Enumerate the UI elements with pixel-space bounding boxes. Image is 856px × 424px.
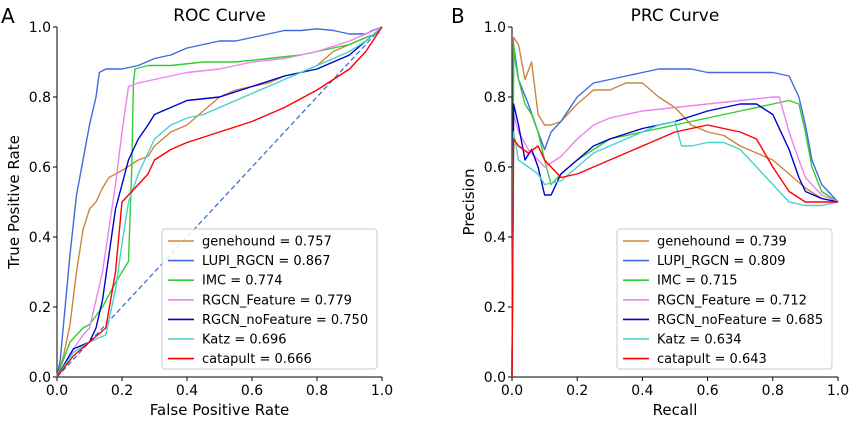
panel-label-b: B (451, 4, 465, 28)
x-tick-label: 0.4 (176, 383, 198, 399)
x-tick-label: 0.4 (631, 383, 653, 399)
x-tick-label: 0.2 (566, 383, 588, 399)
series-line-1 (511, 36, 839, 378)
x-tick-label: 0.8 (762, 383, 784, 399)
y-tick-label: 0.0 (484, 370, 506, 386)
legend-entry: LUPI_RGCN = 0.867 (202, 254, 331, 269)
legend-box (161, 228, 378, 370)
y-tick-label: 0.2 (484, 300, 506, 316)
legend-entry: genehound = 0.739 (657, 235, 787, 250)
legend-entry: IMC = 0.715 (657, 274, 738, 289)
series-line-4 (56, 26, 383, 378)
roc-chart: ROC Curve 0.0 0.2 0.4 0.6 0.8 1.0 0.0 0.2 0.4 0.6 0… (5, 6, 393, 419)
x-tick-label: 0.0 (501, 383, 523, 399)
x-axis-label: False Positive Rate (150, 401, 289, 419)
y-tick-label: 0.4 (29, 230, 51, 246)
chart-title: ROC Curve (173, 6, 266, 26)
series-line-7 (511, 124, 838, 378)
y-tick-label: 0.6 (484, 160, 506, 176)
y-tick-label: 0.8 (29, 90, 51, 106)
y-tick-label: 1.0 (29, 20, 51, 36)
series-line-6 (511, 120, 839, 378)
series-line-1 (56, 26, 383, 378)
legend-entry: RGCN_Feature = 0.712 (657, 293, 807, 308)
legend-entry: genehound = 0.757 (202, 235, 332, 250)
prc-chart: PRC Curve 0.0 0.2 0.4 0.6 0.8 1.0 0.0 0.2 0.4 0.6 0… (460, 6, 849, 419)
y-tick-label: 0.6 (29, 160, 51, 176)
series-line-7 (56, 26, 383, 378)
y-tick-label: 0.0 (29, 370, 51, 386)
x-tick-label: 0.0 (46, 383, 68, 399)
series-line-2 (511, 43, 839, 378)
series-line-4 (511, 96, 839, 378)
series-line-2 (56, 26, 383, 378)
legend-entry: Katz = 0.634 (657, 333, 742, 348)
x-tick-label: 0.6 (241, 383, 263, 399)
y-tick-label: 1.0 (484, 20, 506, 36)
series-line-3 (56, 26, 383, 378)
legend-entry: LUPI_RGCN = 0.809 (657, 254, 786, 269)
x-tick-label: 0.8 (306, 383, 328, 399)
y-axis-label: Precision (460, 169, 478, 236)
x-tick-label: 1.0 (827, 383, 849, 399)
series-line-5 (56, 26, 383, 378)
legend-entry: IMC = 0.774 (202, 274, 283, 289)
y-tick-label: 0.4 (484, 230, 506, 246)
x-tick-label: 1.0 (371, 383, 393, 399)
legend-entry: catapult = 0.643 (657, 352, 767, 367)
panel-label-a: A (1, 4, 15, 28)
x-tick-label: 0.2 (111, 383, 133, 399)
y-tick-label: 0.2 (29, 300, 51, 316)
legend-entry: Katz = 0.696 (202, 333, 287, 348)
x-tick-label: 0.6 (696, 383, 718, 399)
series-line-6 (56, 26, 383, 378)
legend-entry: RGCN_Feature = 0.779 (202, 293, 352, 308)
y-tick-label: 0.8 (484, 90, 506, 106)
legend-entry: RGCN_noFeature = 0.685 (657, 313, 823, 328)
legend-box (616, 228, 833, 370)
y-axis-label: True Positive Rate (5, 135, 23, 270)
chart-title: PRC Curve (631, 6, 720, 26)
legend-entry: RGCN_noFeature = 0.750 (202, 313, 368, 328)
x-axis-label: Recall (653, 401, 698, 419)
series-line-3 (511, 43, 839, 378)
legend-entry: catapult = 0.666 (202, 352, 312, 367)
